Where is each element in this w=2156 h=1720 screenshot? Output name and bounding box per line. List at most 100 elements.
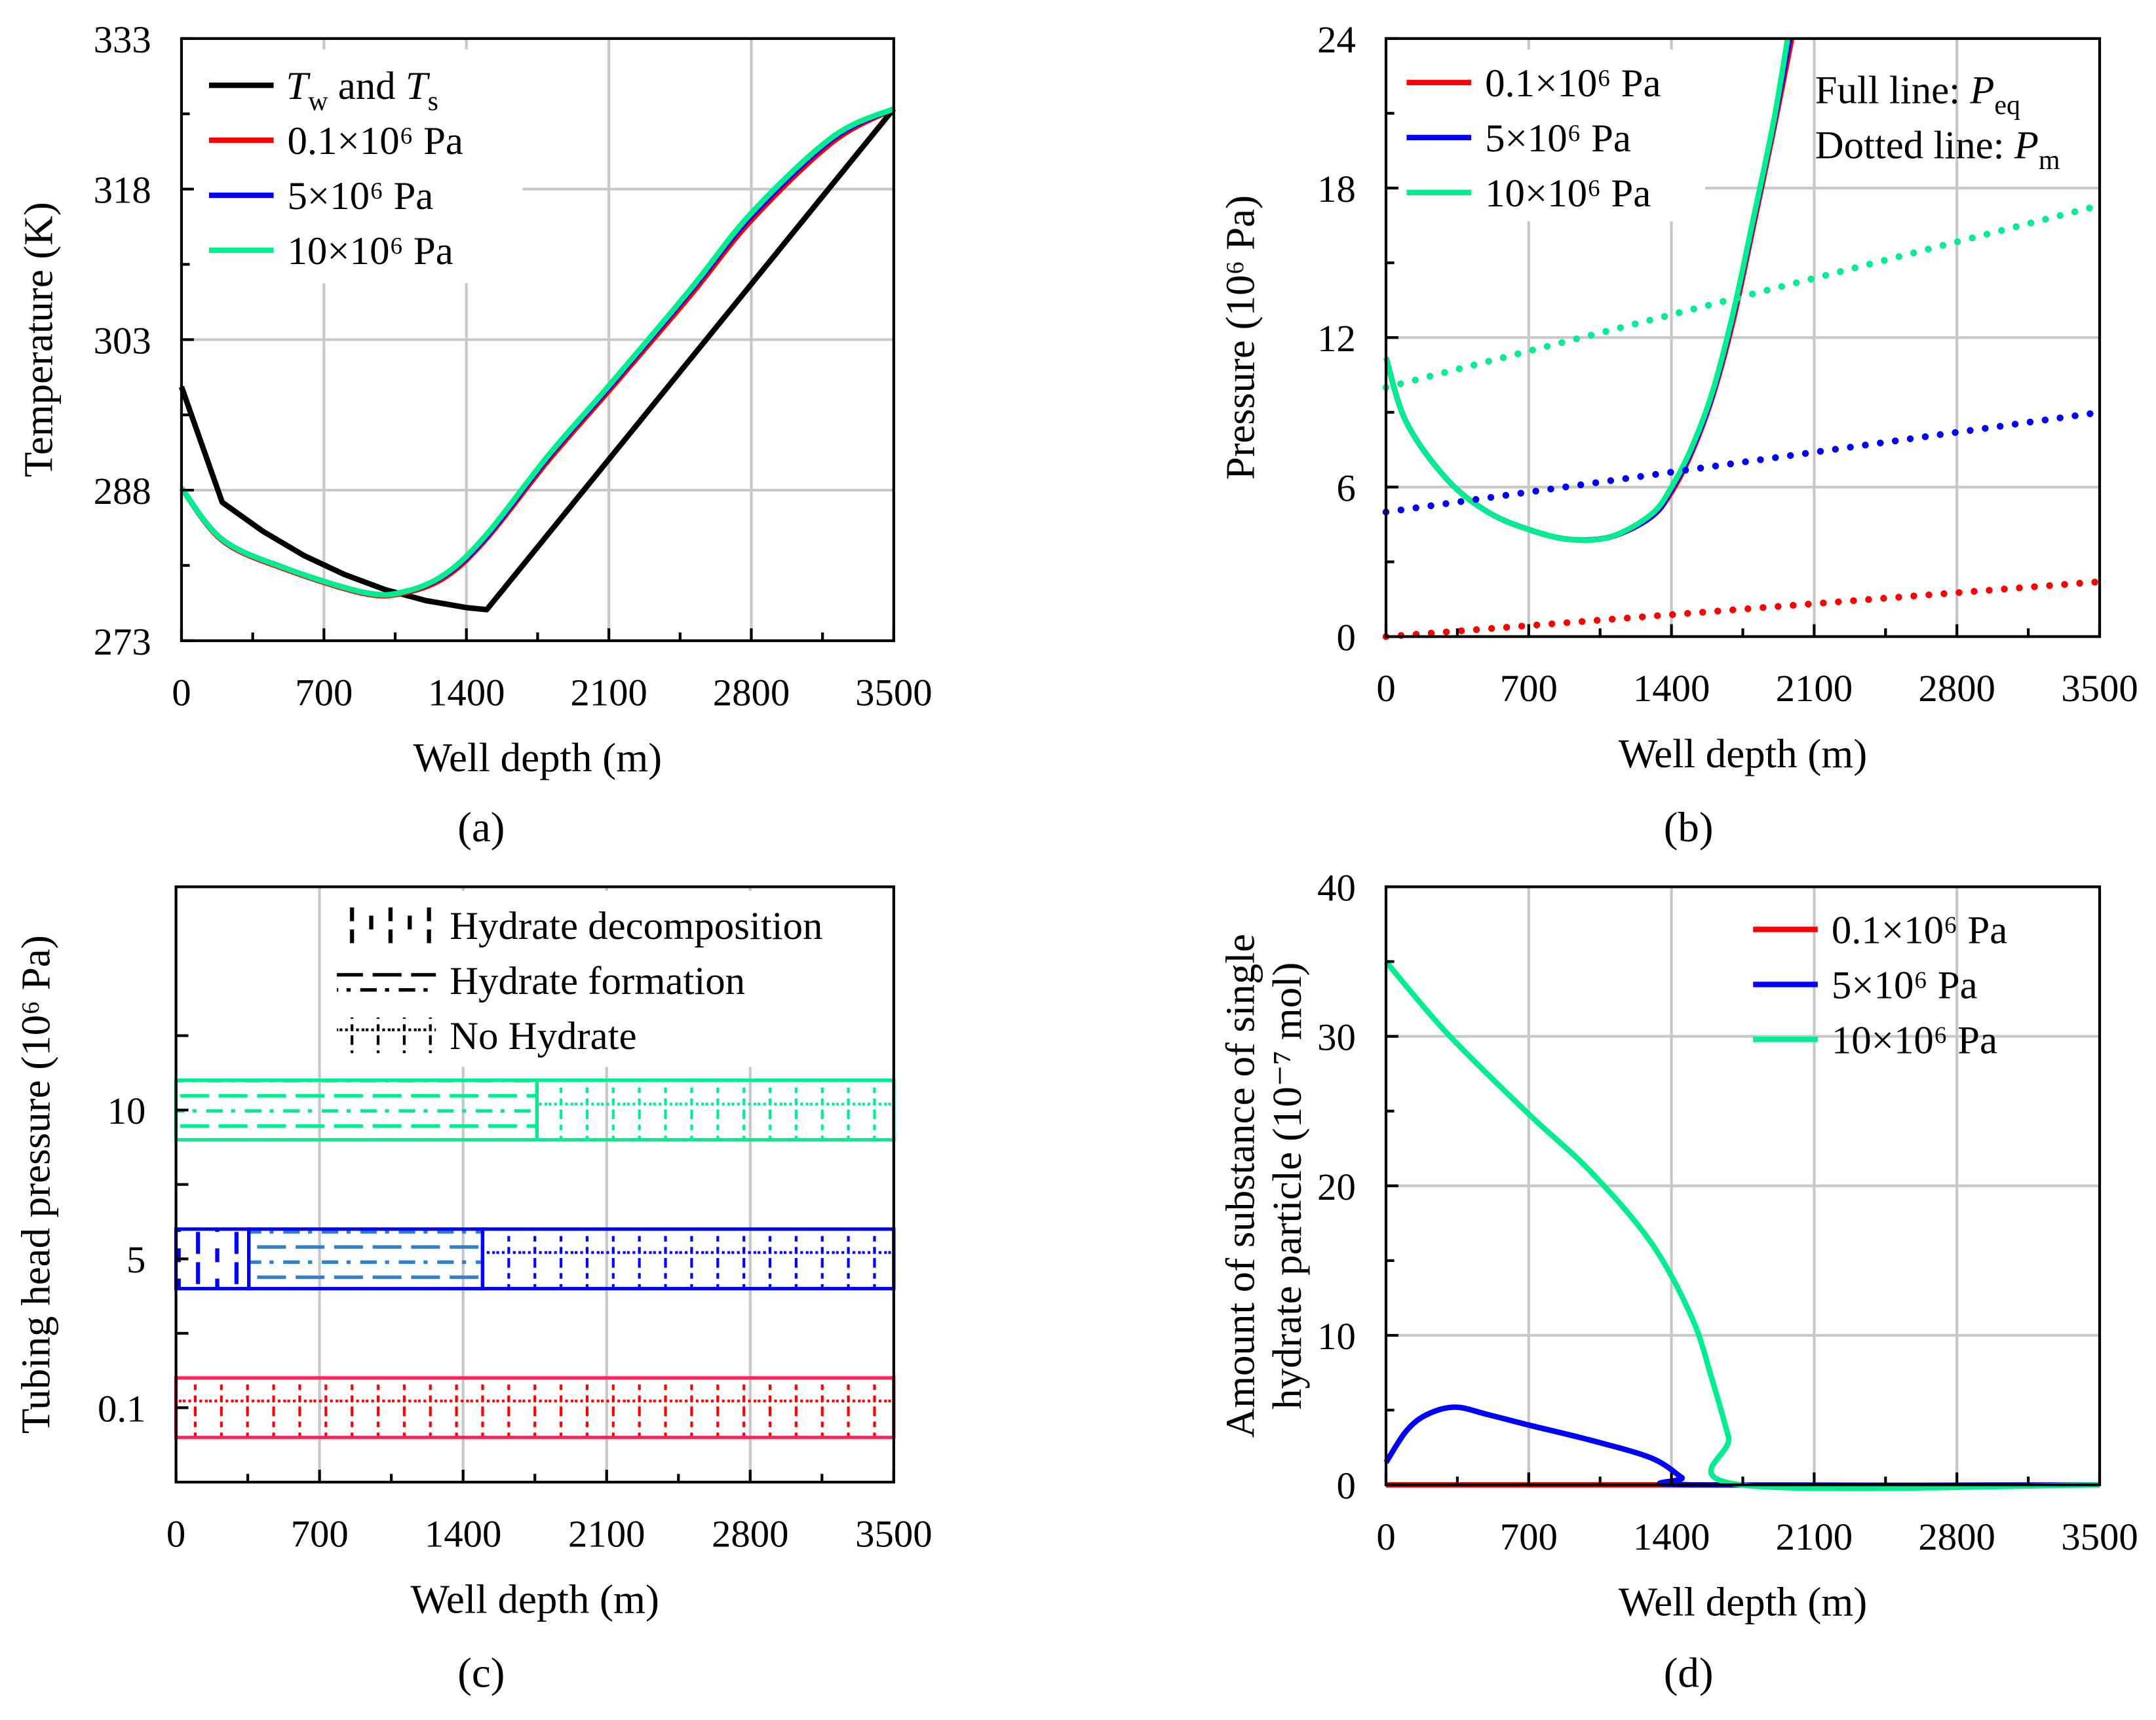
y-tick-label: 318 (94, 169, 151, 212)
annotation: Dotted line: Pm (1815, 123, 2060, 176)
legend-label: No Hydrate (450, 1014, 636, 1058)
annotation: Full line: Peq (1815, 68, 2020, 121)
y-tick-label: 0 (1336, 1464, 1355, 1507)
text-part: T (286, 64, 311, 108)
text-part: P (2014, 123, 2039, 167)
series-line-black (179, 107, 896, 613)
legend-item: 5×10⁶ Pa (208, 174, 434, 218)
legend: Tw and Ts0.1×10⁶ Pa 5×10⁶ Pa 10×10⁶ Pa (208, 64, 463, 273)
legend-swatch-none (337, 1017, 436, 1054)
text-part: s (428, 86, 438, 117)
panel-d: 0 700 1400 2100 2800 3500 0 10 20 30 40 Well depth … (1218, 866, 2138, 1696)
x-tick-label: 2100 (1776, 1516, 1853, 1558)
y-tick-label: 0 (1336, 617, 1355, 659)
y-tick-label: 273 (94, 621, 151, 663)
y-tick-label: 288 (94, 470, 151, 512)
plot-area (179, 106, 896, 613)
legend-item: Tw and Ts (208, 64, 438, 117)
x-axis-label: Well depth (m) (1619, 1578, 1867, 1624)
x-tick-label: 1400 (1633, 1516, 1710, 1558)
x-axis-label: Well depth (m) (410, 1576, 659, 1622)
panel-b: 0 700 1400 2100 2800 3500 0 6 12 18 24 Well depth (… (1218, 18, 2138, 851)
text-part: T (406, 64, 431, 108)
panel-label: (a) (457, 804, 505, 851)
text-part: w (308, 86, 328, 117)
text-part: and (328, 64, 406, 108)
legend-label: Tw and Ts (286, 64, 438, 117)
y-axis-label: Amount of substance of single (1218, 934, 1263, 1438)
x-tick-label: 3500 (855, 1513, 933, 1556)
legend-label: 0.1×10⁶ Pa (1832, 908, 2007, 952)
legend-label: 5×10⁶ Pa (288, 174, 434, 218)
legend-label: 10×10⁶ Pa (1485, 172, 1651, 216)
x-tick-label: 0 (172, 671, 191, 714)
x-tick-label: 3500 (2061, 1516, 2138, 1558)
series-line-blue (1383, 1404, 2100, 1489)
x-tick-label: 3500 (2061, 667, 2138, 710)
legend-label: 0.1×10⁶ Pa (1485, 62, 1661, 105)
legend-item: 5×10⁶ Pa (1753, 963, 1978, 1007)
legend-item: Hydrate decomposition (337, 904, 822, 948)
bar-red (174, 1376, 896, 1440)
x-axis-label: Well depth (m) (414, 735, 662, 780)
bar-segment-none (480, 1227, 896, 1291)
series-line-green (1383, 38, 1791, 543)
x-tick-label: 2800 (1918, 1516, 1995, 1558)
text-part: Dotted line: (1815, 123, 2014, 167)
y-tick-label: 0.1 (98, 1387, 145, 1430)
x-tick-label: 1400 (425, 1513, 502, 1556)
x-tick-label: 0 (166, 1513, 185, 1556)
x-tick-label: 0 (1376, 667, 1395, 710)
text-part: m (2039, 145, 2060, 176)
panel-label: (c) (457, 1650, 505, 1697)
y-tick-label: 20 (1317, 1166, 1356, 1208)
legend-item: 0.1×10⁶ Pa (1406, 62, 1661, 105)
x-tick-label: 3500 (855, 671, 933, 714)
y-tick-label: 24 (1317, 18, 1356, 61)
y-tick-label: 6 (1336, 467, 1355, 509)
legend: 0.1×10⁶ Pa 5×10⁶ Pa 10×10⁶ Pa (1753, 908, 2007, 1062)
y-axis-label: Pressure (10⁶ Pa) (1218, 195, 1263, 480)
bar-segment-none (535, 1079, 896, 1142)
plot-area (1382, 37, 2104, 640)
bar-green (174, 1079, 896, 1142)
legend-label: 10×10⁶ Pa (1832, 1018, 1997, 1062)
legend-item: 0.1×10⁶ Pa (208, 119, 463, 163)
x-axis-label: Well depth (m) (1619, 731, 1867, 776)
y-tick-label: 10 (107, 1090, 146, 1132)
legend-label: 5×10⁶ Pa (1832, 963, 1978, 1007)
y-axis-label: Tubing head pressure (10⁶ Pa) (13, 935, 59, 1434)
legend-item: 10×10⁶ Pa (208, 229, 453, 273)
x-tick-label: 700 (291, 1513, 349, 1556)
y-tick-label: 30 (1317, 1016, 1356, 1059)
legend-item: No Hydrate (337, 1014, 637, 1058)
series-line-green-dotted (1382, 202, 2104, 391)
x-tick-label: 2100 (570, 671, 647, 714)
legend-background (192, 49, 523, 284)
text-part: Full line: (1815, 68, 1971, 112)
y-tick-label: 333 (94, 18, 151, 61)
series-line-green (179, 106, 895, 598)
panel-a: 0 700 1400 2100 2800 3500 273 288 303 318 333 Well … (16, 18, 933, 851)
x-tick-label: 700 (1500, 667, 1558, 710)
text-part: eq (1994, 90, 2020, 121)
y-tick-label: 10 (1317, 1315, 1356, 1358)
y-tick-label: 18 (1317, 168, 1356, 210)
y-tick-label: 303 (94, 319, 151, 362)
y-tick-label: 40 (1317, 866, 1356, 909)
x-tick-label: 1400 (1633, 667, 1710, 710)
y-tick-label: 12 (1317, 317, 1356, 360)
legend: Hydrate decomposition Hydrate formation No… (337, 904, 822, 1058)
x-tick-label: 700 (1500, 1516, 1558, 1558)
bar-segment-formation (247, 1227, 485, 1291)
plot-area (174, 1079, 896, 1440)
legend: 0.1×10⁶ Pa 5×10⁶ Pa 10×10⁶ Pa (1406, 62, 1661, 216)
x-tick-label: 700 (295, 671, 353, 714)
legend-swatch-formation (337, 962, 436, 999)
legend-label: 10×10⁶ Pa (288, 229, 453, 273)
legend-item: 10×10⁶ Pa (1753, 1018, 1997, 1062)
legend-item: 5×10⁶ Pa (1406, 117, 1631, 161)
legend-label: 0.1×10⁶ Pa (288, 119, 463, 163)
x-tick-label: 2100 (568, 1513, 645, 1556)
